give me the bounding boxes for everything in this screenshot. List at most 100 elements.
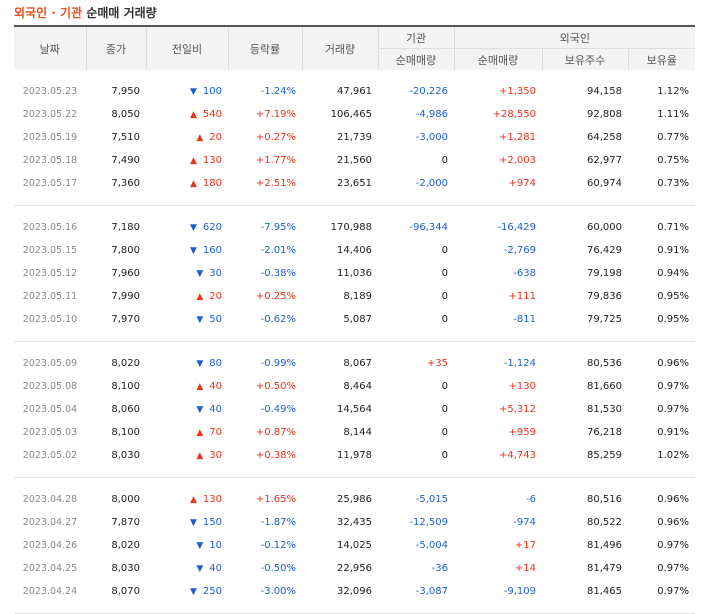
down-arrow-icon: ▼ [190, 518, 197, 528]
hold-ratio-cell: 0.97% [628, 580, 695, 603]
volume-cell: 11,978 [302, 444, 378, 467]
holdings-cell: 80,522 [542, 511, 628, 534]
col-rate: 등락률 [228, 26, 302, 70]
volume-cell: 8,189 [302, 285, 378, 308]
rate-cell: -2.01% [228, 239, 302, 262]
change-cell: ▲180 [146, 172, 228, 195]
col-group-foreign: 외국인 [454, 26, 695, 49]
col-foreign-net: 순매매량 [454, 49, 542, 71]
rate-cell: -7.95% [228, 216, 302, 239]
inst-net-cell: -3,000 [378, 126, 454, 149]
change-cell: ▼10 [146, 534, 228, 557]
foreign-net-cell: -638 [454, 262, 542, 285]
close-cell: 8,030 [86, 444, 146, 467]
foreign-net-cell: +5,312 [454, 398, 542, 421]
hold-ratio-cell: 0.91% [628, 421, 695, 444]
date-cell: 2023.05.15 [14, 239, 86, 262]
rate-cell: +0.87% [228, 421, 302, 444]
change-value: 160 [203, 245, 222, 256]
hold-ratio-cell: 0.97% [628, 398, 695, 421]
foreign-net-cell: -16,429 [454, 216, 542, 239]
foreign-net-cell: -2,769 [454, 239, 542, 262]
foreign-net-cell: +28,550 [454, 103, 542, 126]
date-cell: 2023.05.12 [14, 262, 86, 285]
foreign-net-cell: +1,281 [454, 126, 542, 149]
change-value: 30 [209, 268, 222, 279]
panel-title: 외국인 · 기관 순매매 거래량 [14, 4, 157, 22]
inst-net-cell: -12,509 [378, 511, 454, 534]
down-arrow-icon: ▼ [190, 587, 197, 597]
hold-ratio-cell: 0.73% [628, 172, 695, 195]
rate-cell: -0.38% [228, 262, 302, 285]
change-value: 20 [209, 132, 222, 143]
hold-ratio-cell: 0.96% [628, 511, 695, 534]
close-cell: 7,360 [86, 172, 146, 195]
down-arrow-icon: ▼ [196, 269, 203, 279]
rate-cell: -0.62% [228, 308, 302, 331]
change-value: 130 [203, 155, 222, 166]
holdings-cell: 94,158 [542, 80, 628, 103]
holdings-cell: 76,429 [542, 239, 628, 262]
inst-net-cell: -20,226 [378, 80, 454, 103]
hold-ratio-cell: 1.11% [628, 103, 695, 126]
up-arrow-icon: ▲ [190, 179, 197, 189]
change-cell: ▼40 [146, 557, 228, 580]
volume-cell: 22,956 [302, 557, 378, 580]
rate-cell: -0.50% [228, 557, 302, 580]
col-inst-net: 순매매량 [378, 49, 454, 71]
foreign-net-cell: +2,003 [454, 149, 542, 172]
hold-ratio-cell: 0.96% [628, 352, 695, 375]
date-cell: 2023.04.27 [14, 511, 86, 534]
holdings-cell: 85,259 [542, 444, 628, 467]
rate-cell: +2.51% [228, 172, 302, 195]
down-arrow-icon: ▼ [190, 87, 197, 97]
close-cell: 8,100 [86, 375, 146, 398]
change-cell: ▼ 160 [146, 239, 228, 262]
up-arrow-icon: ▲ [196, 451, 203, 461]
change-value: 540 [203, 109, 222, 120]
down-arrow-icon: ▼ [196, 359, 203, 369]
change-value: 50 [209, 314, 222, 325]
close-cell: 8,020 [86, 534, 146, 557]
change-value: 40 [209, 381, 222, 392]
change-cell: ▲20 [146, 285, 228, 308]
close-cell: 7,950 [86, 80, 146, 103]
change-cell: ▲40 [146, 375, 228, 398]
close-cell: 8,020 [86, 352, 146, 375]
change-value: 80 [209, 358, 222, 369]
down-arrow-icon: ▼ [196, 541, 203, 551]
change-cell: ▲130 [146, 149, 228, 172]
date-cell: 2023.04.28 [14, 488, 86, 511]
foreign-net-cell: -6 [454, 488, 542, 511]
rate-cell: -0.12% [228, 534, 302, 557]
rate-cell: -0.99% [228, 352, 302, 375]
hold-ratio-cell: 0.97% [628, 534, 695, 557]
change-value: 70 [209, 427, 222, 438]
date-cell: 2023.05.18 [14, 149, 86, 172]
inst-net-cell: 0 [378, 375, 454, 398]
change-cell: ▲20 [146, 126, 228, 149]
change-value: 100 [203, 86, 222, 97]
group-spacer [14, 478, 695, 488]
date-cell: 2023.05.16 [14, 216, 86, 239]
rate-cell: +0.38% [228, 444, 302, 467]
change-cell: ▼ 100 [146, 80, 228, 103]
rate-cell: +0.50% [228, 375, 302, 398]
close-cell: 7,990 [86, 285, 146, 308]
col-close: 종가 [86, 26, 146, 70]
change-value: 40 [209, 563, 222, 574]
hold-ratio-cell: 0.97% [628, 557, 695, 580]
down-arrow-icon: ▼ [190, 246, 197, 256]
date-cell: 2023.05.19 [14, 126, 86, 149]
